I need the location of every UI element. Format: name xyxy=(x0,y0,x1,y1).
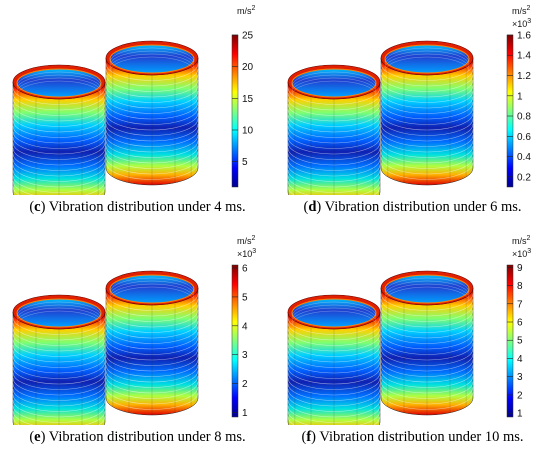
colorbar xyxy=(231,34,239,188)
cylinder-right xyxy=(380,270,474,416)
unit-multiplier: ×103 xyxy=(512,248,531,259)
colorbar-tick-label: 20 xyxy=(242,62,254,73)
vibration-figure-f: m/s2 ×103 9 8 7 6 5 4 3 2 1 xyxy=(287,235,531,425)
colorbar-tick-label: 8 xyxy=(517,281,523,292)
colorbar-tick-label: 5 xyxy=(517,336,523,347)
panel-c: m/s2 25 20 15 10 5 (c) Vibration distribution … xyxy=(0,0,275,230)
figure-caption: (e) Vibration distribution under 8 ms. xyxy=(29,429,246,445)
colorbar xyxy=(506,34,514,188)
vibration-figure-c: m/s2 25 20 15 10 5 xyxy=(12,5,256,195)
colorbar-tick-label: 0.8 xyxy=(517,112,531,123)
colorbar-tick-label: 1 xyxy=(517,91,523,102)
figure-caption: (c) Vibration distribution under 4 ms. xyxy=(29,199,246,215)
unit-multiplier: ×103 xyxy=(237,248,256,259)
colorbar-tick-label: 0.2 xyxy=(517,172,531,183)
cylinder-right xyxy=(380,40,474,186)
vibration-figure-d: m/s2 ×103 1.6 1.4 1.2 1 0.8 0.6 0.4 0.2 xyxy=(287,5,531,195)
caption-letter: f xyxy=(306,429,312,445)
figure-caption: (d) Vibration distribution under 6 ms. xyxy=(303,199,522,215)
colorbar-tick-label: 5 xyxy=(242,292,248,303)
vibration-figure-e: m/s2 ×103 6 5 4 3 2 1 xyxy=(12,235,256,425)
colorbar-tick-label: 3 xyxy=(517,372,523,383)
panel-e: m/s2 ×103 6 5 4 3 2 1 (e) Vibration distribution… xyxy=(0,230,275,460)
caption-letter: c xyxy=(34,199,41,215)
colorbar-tick-label: 4 xyxy=(242,321,248,332)
caption-text: Vibration distribution under 10 ms. xyxy=(319,429,524,445)
unit-label: m/s2 xyxy=(237,235,256,246)
colorbar-tick-label: 2 xyxy=(242,379,248,390)
figure-caption: (f) Vibration distribution under 10 ms. xyxy=(301,429,524,445)
caption-letter: e xyxy=(34,429,41,445)
caption-text: Vibration distribution under 6 ms. xyxy=(324,199,522,215)
colorbar-tick-label: 1.6 xyxy=(517,31,531,42)
colorbar-tick-label: 25 xyxy=(242,31,254,42)
colorbar-tick-label: 1.4 xyxy=(517,51,531,62)
colorbar-tick-label: 10 xyxy=(242,126,254,137)
colorbar-tick-label: 1.2 xyxy=(517,71,531,82)
panel-f: m/s2 ×103 9 8 7 6 5 4 3 2 1 (f) Vibration distribut… xyxy=(275,230,550,460)
colorbar-tick-label: 1 xyxy=(517,409,523,420)
colorbar-tick-label: 6 xyxy=(242,264,248,275)
colorbar-tick-label: 9 xyxy=(517,263,523,274)
colorbar-tick-label: 0.6 xyxy=(517,132,531,143)
caption-text: Vibration distribution under 8 ms. xyxy=(48,429,246,445)
colorbar-tick-label: 2 xyxy=(517,390,523,401)
colorbar xyxy=(506,264,514,418)
caption-letter: d xyxy=(308,199,317,215)
cylinder-left xyxy=(12,294,106,425)
unit-label: m/s2 xyxy=(512,235,531,246)
cylinder-right xyxy=(105,40,199,186)
panel-d: m/s2 ×103 1.6 1.4 1.2 1 0.8 0.6 0.4 0.2 (d) Vibrat… xyxy=(275,0,550,230)
unit-multiplier: ×103 xyxy=(512,18,531,29)
colorbar xyxy=(231,264,239,418)
colorbar-tick-label: 1 xyxy=(242,408,248,419)
cylinder-left xyxy=(287,294,381,425)
unit-label: m/s2 xyxy=(237,5,256,16)
colorbar-tick-label: 7 xyxy=(517,299,523,310)
colorbar-tick-label: 0.4 xyxy=(517,152,531,163)
cylinder-left xyxy=(12,64,106,195)
cylinder-right xyxy=(105,270,199,416)
colorbar-tick-label: 6 xyxy=(517,318,523,329)
colorbar-tick-label: 5 xyxy=(242,157,248,168)
caption-text: Vibration distribution under 4 ms. xyxy=(48,199,246,215)
colorbar-tick-label: 15 xyxy=(242,94,254,105)
colorbar-tick-label: 4 xyxy=(517,354,523,365)
colorbar-tick-label: 3 xyxy=(242,350,248,361)
cylinder-left xyxy=(287,64,381,195)
unit-label: m/s2 xyxy=(512,5,531,16)
